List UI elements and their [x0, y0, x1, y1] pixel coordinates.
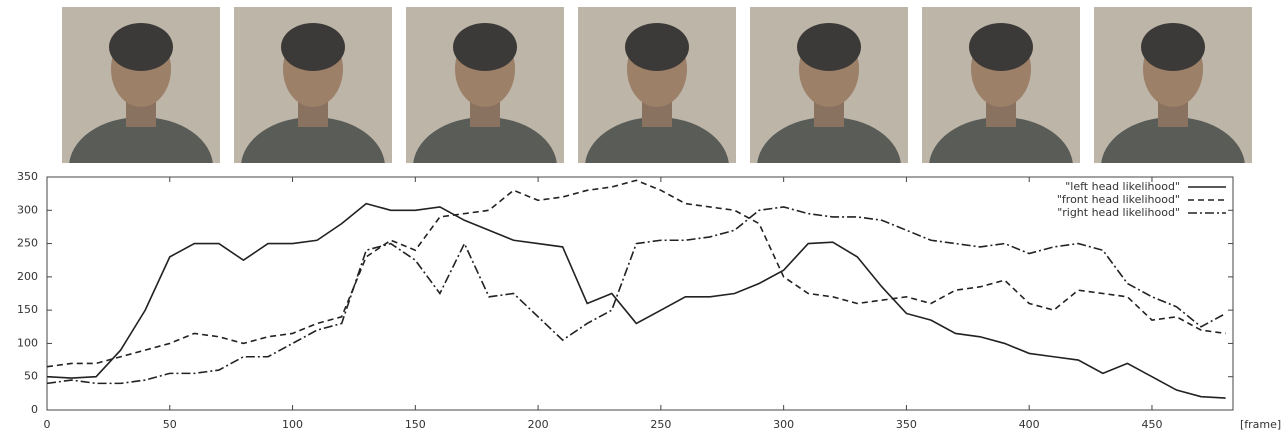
x-tick-label: 400 [1019, 418, 1040, 431]
y-tick-label: 50 [24, 370, 38, 383]
x-tick-label: 100 [282, 418, 303, 431]
y-tick-label: 150 [17, 303, 38, 316]
series-line [46, 202, 1226, 399]
photo [406, 7, 564, 163]
y-tick-label: 100 [17, 336, 38, 349]
series-line [46, 179, 1226, 368]
x-tick-label: 300 [773, 418, 794, 431]
photo [234, 7, 392, 163]
x-tick-label: 150 [405, 418, 426, 431]
x-tick-label: 50 [163, 418, 177, 431]
x-tick-label: 450 [1141, 418, 1162, 431]
x-axis-label: [frame] [1240, 418, 1281, 431]
photo [922, 7, 1080, 163]
y-tick-label: 0 [31, 403, 38, 416]
x-tick-label: 350 [896, 418, 917, 431]
y-tick-label: 350 [17, 170, 38, 183]
y-tick-label: 200 [17, 270, 38, 283]
photo [750, 7, 908, 163]
y-tick-label: 300 [17, 203, 38, 216]
series-line [46, 206, 1227, 385]
legend-label: "right head likelihood" [1057, 206, 1180, 219]
y-tick-label: 250 [17, 237, 38, 250]
photo [578, 7, 736, 163]
legend-label: "front head likelihood" [1057, 193, 1180, 206]
photo [62, 7, 220, 163]
plot-frame [46, 176, 1234, 411]
x-tick-label: 200 [528, 418, 549, 431]
legend-label: "left head likelihood" [1065, 180, 1180, 193]
x-tick-label: 0 [44, 418, 51, 431]
x-tick-label: 250 [650, 418, 671, 431]
